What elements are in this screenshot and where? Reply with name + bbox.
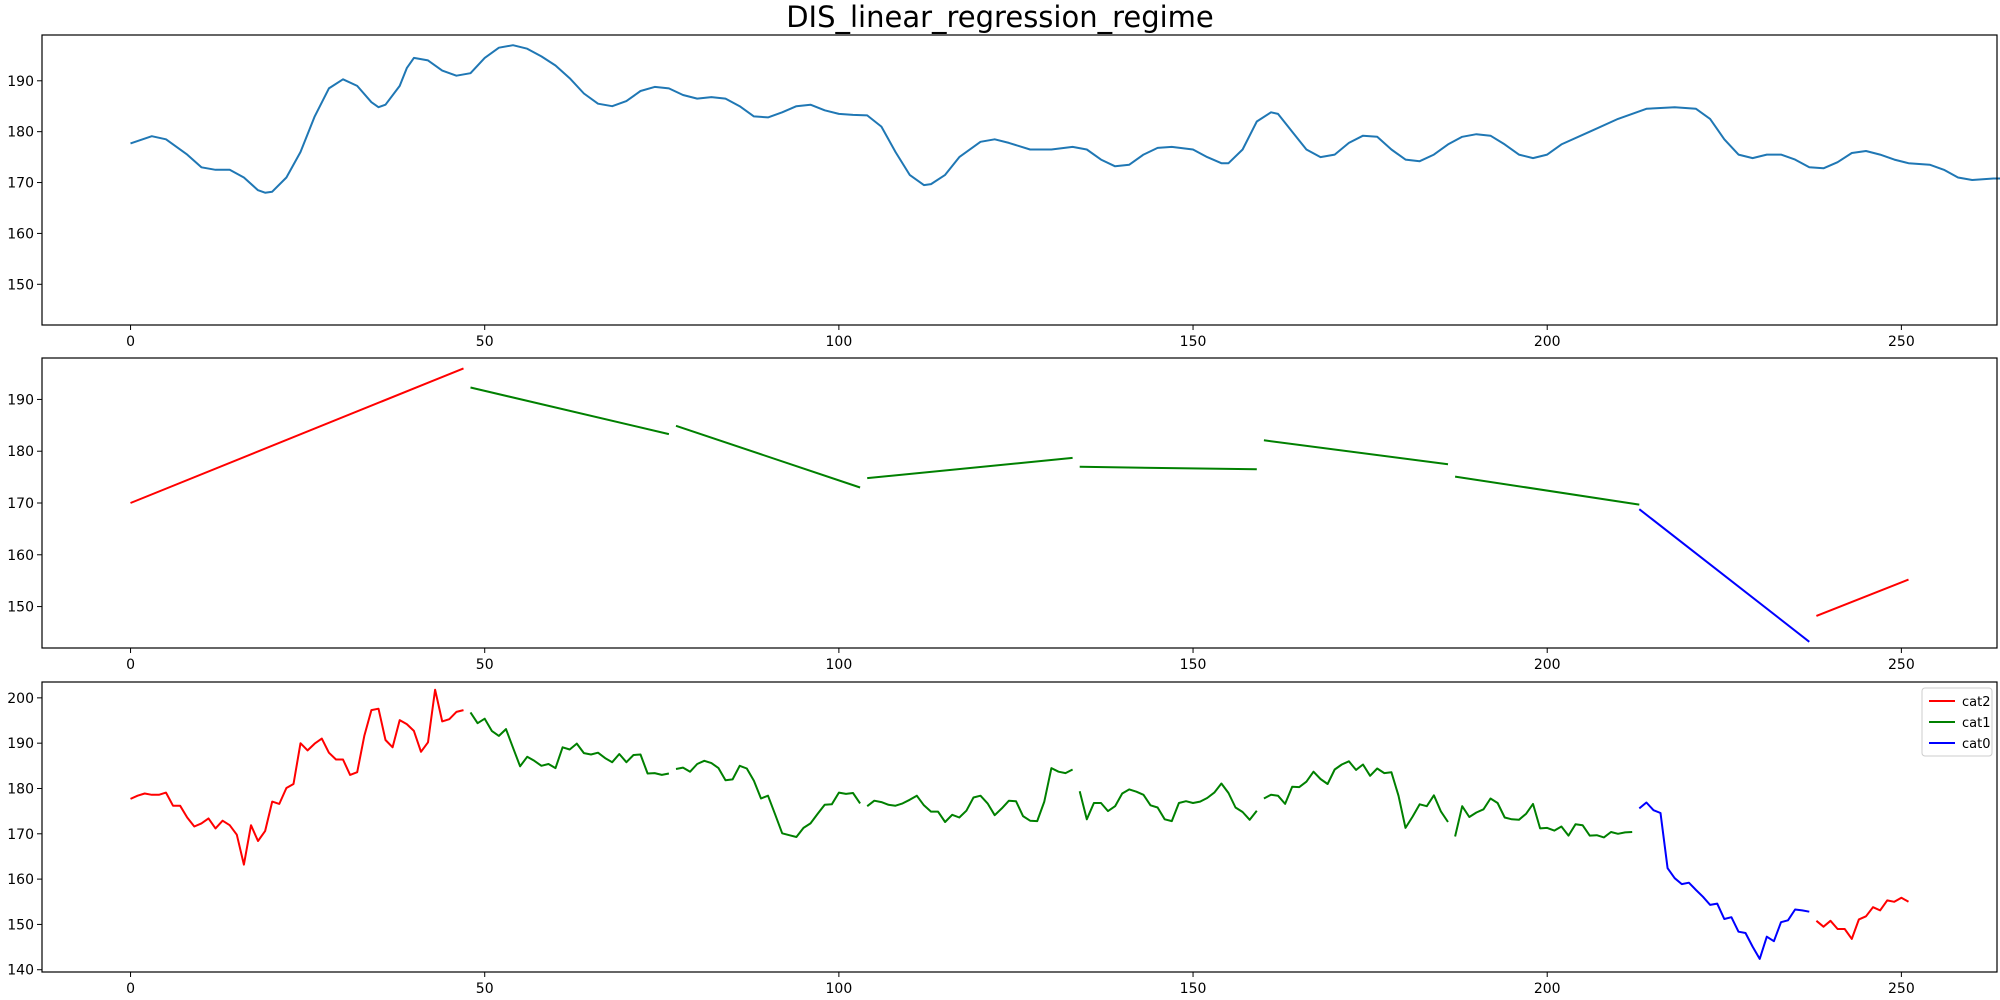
x-tick-label: 150	[1180, 657, 1207, 673]
series-line-3	[675, 424, 861, 489]
x-tick-label: 250	[1888, 657, 1915, 673]
x-tick-label: 100	[826, 334, 853, 350]
x-tick-label: 150	[1180, 334, 1207, 350]
axes-frame	[41, 34, 1998, 326]
axes-frame	[41, 357, 1998, 649]
series-line-4	[867, 456, 1073, 480]
series-line-2	[469, 711, 670, 776]
y-tick-label: 140	[7, 963, 34, 979]
x-tick-label: 0	[126, 981, 135, 997]
subplot-1: 0 50 100 150 200 250 150 160 170 180 190	[7, 34, 2000, 350]
x-tick-label: 100	[826, 657, 853, 673]
series-line-4	[866, 767, 1074, 823]
x-tick-label: 50	[476, 334, 494, 350]
y-tick-label: 150	[7, 277, 34, 293]
y-tick-label: 160	[7, 548, 34, 564]
series-line-1	[130, 44, 2000, 194]
legend-box	[1921, 687, 1993, 757]
y-tick-label: 170	[7, 827, 34, 843]
legend-label: cat2	[1962, 695, 1990, 710]
y-tick-label: 190	[7, 392, 34, 408]
x-tick-label: 100	[826, 981, 853, 997]
legend-label: cat0	[1962, 737, 1990, 752]
y-tick-label: 180	[7, 125, 34, 141]
series-line-9	[1815, 896, 1910, 940]
x-tick-label: 250	[1888, 981, 1915, 997]
legend-label: cat1	[1962, 716, 1990, 731]
x-tick-label: 200	[1534, 334, 1561, 350]
y-tick-label: 150	[7, 600, 34, 616]
x-tick-label: 50	[476, 981, 494, 997]
series-line-3	[675, 759, 861, 838]
y-tick-label: 180	[7, 444, 34, 460]
y-tick-label: 150	[7, 917, 34, 933]
x-tick-label: 0	[126, 657, 135, 673]
y-tick-label: 170	[7, 176, 34, 192]
y-tick-label: 190	[7, 74, 34, 90]
series-line-7	[1454, 475, 1640, 506]
y-tick-label: 170	[7, 496, 34, 512]
x-tick-label: 0	[126, 334, 135, 350]
y-tick-label: 160	[7, 226, 34, 242]
y-tick-label: 180	[7, 781, 34, 797]
series-line-5	[1079, 465, 1257, 471]
series-line-1	[130, 367, 464, 504]
series-line-7	[1454, 797, 1633, 839]
x-tick-label: 150	[1180, 981, 1207, 997]
series-line-5	[1078, 782, 1258, 823]
axes-frame	[41, 681, 1998, 973]
y-tick-label: 190	[7, 736, 34, 752]
series-line-6	[1263, 439, 1449, 466]
series-line-8	[1638, 801, 1810, 960]
x-tick-label: 200	[1534, 657, 1561, 673]
series-line-6	[1263, 760, 1449, 829]
series-line-1	[130, 688, 464, 866]
y-tick-label: 200	[7, 691, 34, 707]
x-tick-label: 50	[476, 657, 494, 673]
x-tick-label: 200	[1534, 981, 1561, 997]
x-tick-label: 250	[1888, 334, 1915, 350]
subplot-3: 0 50 100 150 200 250 140 150 160 170 180 190 200 cat2…	[7, 681, 1998, 997]
chart-title: DIS_linear_regression_regime	[786, 0, 1214, 34]
series-line-9	[1816, 578, 1909, 617]
subplot-2: 0 50 100 150 200 250 150 160 170 180 190	[7, 357, 1998, 673]
y-tick-label: 160	[7, 872, 34, 888]
series-line-2	[470, 386, 670, 436]
legend: cat2 cat1 cat0	[1921, 687, 1993, 757]
series-line-8	[1638, 508, 1810, 643]
